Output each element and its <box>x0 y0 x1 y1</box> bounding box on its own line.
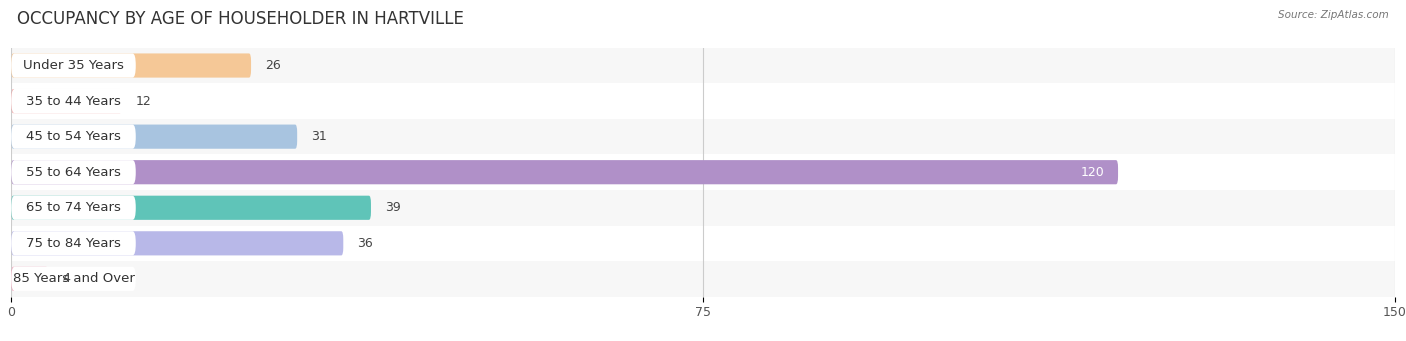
Text: Under 35 Years: Under 35 Years <box>22 59 124 72</box>
Text: OCCUPANCY BY AGE OF HOUSEHOLDER IN HARTVILLE: OCCUPANCY BY AGE OF HOUSEHOLDER IN HARTV… <box>17 10 464 28</box>
Text: 4: 4 <box>62 272 70 285</box>
FancyBboxPatch shape <box>11 160 136 184</box>
Text: 26: 26 <box>264 59 281 72</box>
Text: 120: 120 <box>1080 166 1104 179</box>
Text: 45 to 54 Years: 45 to 54 Years <box>27 130 121 143</box>
FancyBboxPatch shape <box>11 267 48 291</box>
FancyBboxPatch shape <box>11 124 136 149</box>
FancyBboxPatch shape <box>11 231 136 255</box>
FancyBboxPatch shape <box>11 89 122 113</box>
FancyBboxPatch shape <box>11 89 136 113</box>
Text: 85 Years and Over: 85 Years and Over <box>13 272 135 285</box>
Text: 65 to 74 Years: 65 to 74 Years <box>27 201 121 214</box>
FancyBboxPatch shape <box>11 196 136 220</box>
Bar <box>11 48 1395 83</box>
Text: 12: 12 <box>136 94 152 107</box>
Text: 31: 31 <box>311 130 326 143</box>
Bar <box>11 225 1395 261</box>
Text: Source: ZipAtlas.com: Source: ZipAtlas.com <box>1278 10 1389 20</box>
Text: 35 to 44 Years: 35 to 44 Years <box>27 94 121 107</box>
Bar <box>11 119 1395 154</box>
Text: 36: 36 <box>357 237 373 250</box>
Bar <box>11 190 1395 225</box>
Text: 39: 39 <box>385 201 401 214</box>
FancyBboxPatch shape <box>11 124 297 149</box>
Bar <box>11 83 1395 119</box>
Text: 75 to 84 Years: 75 to 84 Years <box>27 237 121 250</box>
FancyBboxPatch shape <box>11 160 1118 184</box>
Text: 55 to 64 Years: 55 to 64 Years <box>27 166 121 179</box>
FancyBboxPatch shape <box>11 267 136 291</box>
FancyBboxPatch shape <box>11 54 136 78</box>
FancyBboxPatch shape <box>11 196 371 220</box>
FancyBboxPatch shape <box>11 54 252 78</box>
Bar <box>11 154 1395 190</box>
FancyBboxPatch shape <box>11 231 343 255</box>
Bar <box>11 261 1395 297</box>
